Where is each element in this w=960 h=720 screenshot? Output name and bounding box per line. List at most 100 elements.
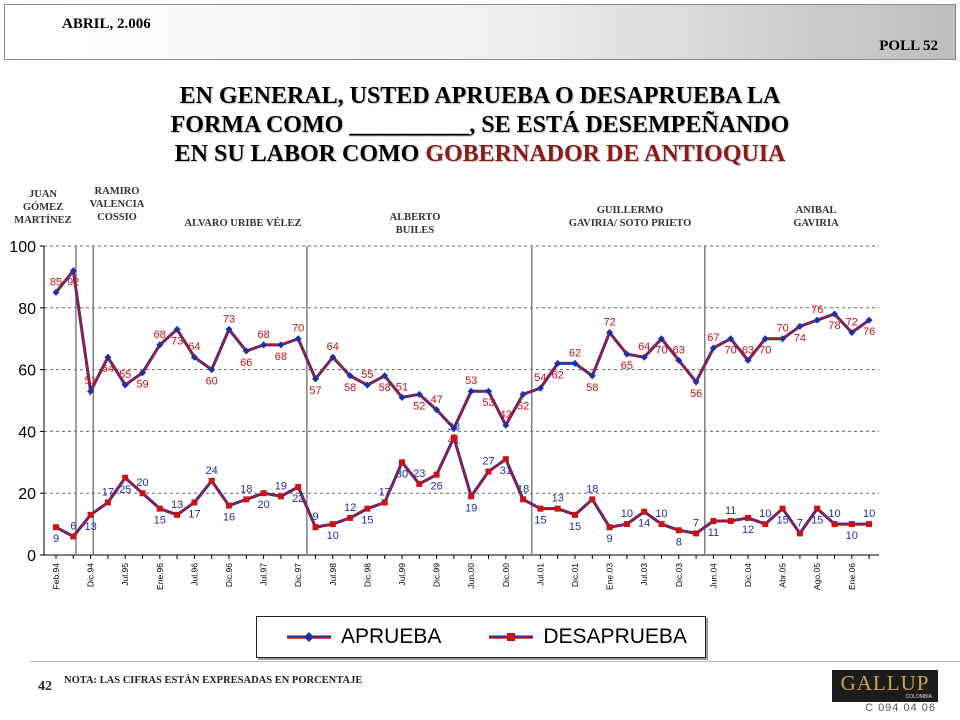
period-label-builes: ALBERTO BUILES [370, 211, 460, 237]
data-label-aprueba: 72 [603, 317, 615, 329]
title-highlight: GOBERNADOR DE ANTIOQUIA [425, 141, 786, 167]
data-point-aprueba [190, 353, 198, 361]
data-point-aprueba [225, 325, 233, 333]
data-point-desaprueba [226, 502, 232, 509]
data-point-desaprueba [693, 530, 700, 537]
period-label-line: RAMIRO [94, 186, 140, 197]
data-point-aprueba [744, 356, 752, 364]
y-tick-label: 20 [18, 486, 36, 503]
y-tick-label: 0 [27, 548, 36, 565]
data-label-aprueba: 70 [725, 345, 737, 357]
title-line-3: EN SU LABOR COMO GOBERNADOR DE ANTIOQUIA [20, 140, 940, 169]
period-label-valencia: RAMIRO VALENCIA COSSIO [86, 185, 148, 224]
title-line-1: EN GENERAL, USTED APRUEBA O DESAPRUEBA L… [179, 83, 781, 109]
period-label-line: ANIBAL [795, 205, 837, 216]
x-tick-label: Dic.00 [501, 563, 511, 587]
data-label-desaprueba: 9 [53, 533, 59, 545]
footnote: NOTA: LAS CIFRAS ESTÁN EXPRESADAS EN POR… [64, 675, 363, 686]
x-tick-label: Feb.94 [51, 563, 61, 590]
data-point-aprueba [813, 316, 821, 324]
x-tick-label: Abr.05 [778, 563, 788, 588]
data-point-desaprueba [554, 505, 561, 512]
period-label-line: MARTÍNEZ [14, 215, 72, 226]
data-label-aprueba: 52 [517, 400, 529, 412]
data-label-desaprueba: 15 [154, 515, 166, 527]
period-label-uribe: ALVARO URIBE VÉLEZ [158, 217, 328, 230]
footer-divider [30, 661, 960, 662]
period-label-line: COSSIO [97, 212, 137, 223]
data-point-desaprueba [156, 505, 163, 512]
data-point-desaprueba [675, 527, 682, 534]
data-label-aprueba: 56 [690, 388, 702, 400]
period-label-gaviria-soto: GUILLERMO GAVIRIA/ SOTO PRIETO [535, 204, 725, 230]
data-point-aprueba [104, 353, 112, 361]
data-point-aprueba [173, 325, 181, 333]
data-point-aprueba [796, 322, 804, 330]
data-label-desaprueba: 10 [655, 508, 667, 520]
data-point-aprueba [709, 344, 717, 352]
data-label-aprueba: 70 [759, 345, 771, 357]
data-point-aprueba [519, 390, 527, 398]
data-point-desaprueba [191, 499, 198, 506]
data-label-desaprueba: 18 [517, 483, 529, 495]
x-tick-label: Ene.96 [155, 563, 165, 590]
data-label-aprueba: 63 [673, 344, 685, 356]
data-point-aprueba [156, 341, 164, 349]
data-point-aprueba [398, 393, 406, 401]
page-number: 42 [38, 679, 52, 694]
x-tick-label: Dic.97 [293, 563, 303, 587]
data-label-aprueba: 66 [240, 357, 252, 369]
chart-legend: APRUEBA DESAPRUEBA [256, 616, 706, 658]
data-label-desaprueba: 11 [708, 527, 719, 539]
data-point-aprueba [761, 335, 769, 343]
data-label-desaprueba: 15 [534, 515, 546, 527]
period-label-line: GAVIRIA [793, 218, 839, 229]
logo-wordmark: GALLUP [840, 671, 930, 695]
x-tick-label: Jul.98 [328, 563, 338, 586]
data-label-aprueba: 64 [327, 341, 339, 353]
data-label-aprueba: 60 [206, 376, 218, 388]
legend-label-aprueba: APRUEBA [341, 625, 442, 648]
gallup-logo: GALLUP COLOMBIA [832, 670, 938, 702]
data-point-desaprueba [312, 524, 319, 531]
data-point-aprueba [467, 387, 475, 395]
x-tick-label: Jul.95 [120, 563, 130, 586]
data-label-desaprueba: 38 [448, 422, 460, 434]
data-label-desaprueba: 10 [327, 530, 339, 542]
data-label-aprueba: 64 [102, 363, 114, 375]
data-point-desaprueba [399, 459, 405, 466]
data-point-desaprueba [243, 496, 250, 503]
data-point-desaprueba [277, 493, 284, 500]
x-tick-label: Jul.03 [639, 563, 649, 586]
data-label-desaprueba: 18 [240, 483, 252, 495]
data-point-aprueba [554, 359, 562, 367]
period-label-line: ALVARO URIBE VÉLEZ [184, 218, 302, 229]
period-label-gomez: JUAN GÓMEZ MARTÍNEZ [12, 188, 74, 227]
data-point-desaprueba [70, 533, 77, 540]
data-point-aprueba [865, 316, 873, 324]
header-bar [4, 4, 956, 60]
x-tick-label: Dic.03 [674, 563, 684, 587]
legend-item-aprueba: APRUEBA [285, 625, 441, 649]
data-point-desaprueba [589, 496, 596, 503]
series-line-aprueba [55, 269, 870, 430]
data-point-aprueba [779, 335, 787, 343]
data-point-aprueba [242, 347, 250, 355]
legend-swatch-desaprueba [489, 633, 534, 641]
data-point-desaprueba [260, 490, 267, 497]
data-point-desaprueba [139, 490, 146, 497]
data-point-desaprueba [450, 434, 457, 441]
data-label-desaprueba: 10 [621, 508, 633, 520]
legend-label-desaprueba: DESAPRUEBA [543, 625, 687, 648]
data-label-desaprueba: 24 [206, 465, 218, 477]
x-tick-label: Jul.96 [189, 563, 199, 586]
data-label-desaprueba: 10 [828, 508, 840, 520]
data-point-aprueba [260, 341, 268, 349]
data-point-aprueba [485, 387, 492, 395]
y-tick-label: 40 [18, 424, 36, 441]
x-tick-label: Dic.98 [362, 563, 372, 587]
period-label-line: VALENCIA [89, 199, 145, 210]
data-label-desaprueba: 26 [430, 481, 442, 493]
data-point-desaprueba [848, 521, 855, 528]
data-point-aprueba [571, 359, 579, 367]
